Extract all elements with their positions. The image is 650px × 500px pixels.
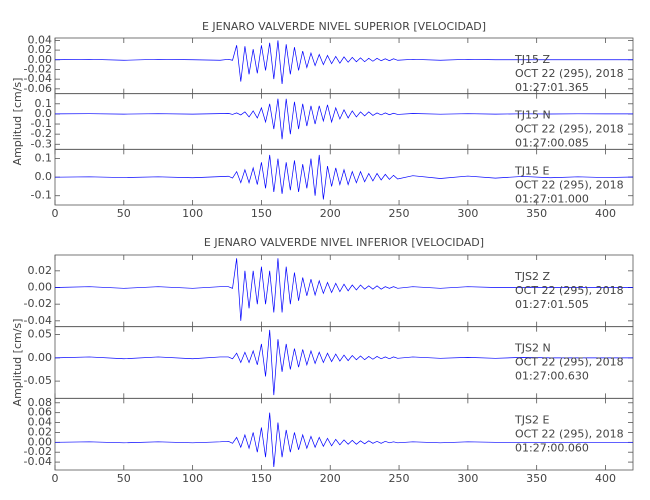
date-label: OCT 22 (295), 2018 — [515, 284, 624, 297]
y-tick-label: -0.04 — [24, 314, 52, 327]
y-tick-label: 0.02 — [28, 425, 53, 438]
date-label: OCT 22 (295), 2018 — [515, 178, 624, 191]
y-tick-label: 0.1 — [35, 152, 53, 165]
x-tick-label: 250 — [389, 472, 410, 485]
date-label: OCT 22 (295), 2018 — [515, 427, 624, 440]
y-tick-label: 0.04 — [28, 33, 53, 46]
station-label: TJS2 Z — [514, 270, 550, 283]
x-tick-label: 100 — [182, 472, 203, 485]
subplot-frame — [54, 397, 634, 471]
x-tick-label: 150 — [251, 207, 272, 220]
time-label: 01:27:01.000 — [515, 192, 589, 205]
x-tick-label: 400 — [595, 472, 616, 485]
time-label: 01:27:01.365 — [515, 81, 589, 94]
y-tick-label: 0.0 — [35, 170, 53, 183]
y-tick-label: 0.05 — [28, 328, 53, 341]
y-tick-label: -0.04 — [24, 72, 52, 85]
y-tick-label: -0.04 — [24, 455, 52, 468]
x-tick-label: 350 — [526, 207, 547, 220]
x-tick-label: 400 — [595, 207, 616, 220]
y-tick-label: 0.04 — [28, 416, 53, 429]
y-tick-label: -0.02 — [24, 62, 52, 75]
y-tick-label: 0.0 — [35, 107, 53, 120]
date-label: OCT 22 (295), 2018 — [515, 123, 624, 136]
station-label: TJ15 E — [514, 164, 549, 177]
station-label: TJ15 N — [514, 109, 551, 122]
x-tick-label: 200 — [320, 207, 341, 220]
waveform — [54, 154, 634, 200]
x-tick-label: 150 — [251, 472, 272, 485]
y-tick-label: 0.1 — [35, 97, 53, 110]
x-tick-label: 300 — [457, 207, 478, 220]
time-label: 01:27:00.060 — [515, 441, 589, 454]
y-tick-label: -0.1 — [31, 117, 52, 130]
y-tick-label: -0.05 — [24, 374, 52, 387]
y-tick-label: 0.00 — [28, 435, 53, 448]
x-tick-label: 0 — [52, 207, 59, 220]
waveform — [54, 412, 633, 468]
chart-title: E JENARO VALVERDE NIVEL INFERIOR [VELOCI… — [204, 236, 484, 249]
station-label: TJS2 E — [514, 413, 549, 426]
x-tick-label: 300 — [457, 472, 478, 485]
y-tick-label: -0.3 — [31, 137, 52, 150]
x-tick-label: 250 — [389, 207, 410, 220]
x-tick-label: 50 — [117, 207, 131, 220]
waveform — [54, 329, 633, 396]
y-tick-label: -0.06 — [24, 82, 52, 95]
y-tick-label: -0.02 — [24, 297, 52, 310]
y-tick-label: -0.2 — [31, 127, 52, 140]
date-label: OCT 22 (295), 2018 — [515, 356, 624, 369]
x-tick-label: 350 — [526, 472, 547, 485]
waveform — [54, 40, 633, 85]
y-tick-label: 0.06 — [28, 406, 53, 419]
time-label: 01:27:01.505 — [515, 298, 589, 311]
y-tick-label: -0.1 — [31, 189, 52, 202]
waveform — [54, 98, 633, 140]
x-tick-label: 100 — [182, 207, 203, 220]
time-label: 01:27:00.085 — [515, 137, 589, 150]
y-tick-label: -0.02 — [24, 445, 52, 458]
y-tick-label: 0.08 — [28, 396, 53, 409]
x-tick-label: 0 — [52, 472, 59, 485]
y-tick-label: 0.02 — [28, 43, 53, 56]
station-label: TJS2 N — [514, 342, 551, 355]
x-tick-label: 50 — [117, 472, 131, 485]
waveform — [54, 258, 633, 321]
y-tick-label: 0.00 — [28, 53, 53, 66]
y-axis-label: Amplitud [cm/s] — [11, 319, 24, 407]
date-label: OCT 22 (295), 2018 — [515, 67, 624, 80]
station-label: TJ15 Z — [514, 53, 550, 66]
x-tick-label: 200 — [320, 472, 341, 485]
y-axis-label: Amplitud [cm/s] — [11, 78, 24, 166]
y-tick-label: 0.02 — [28, 264, 53, 277]
y-tick-label: 0.00 — [28, 351, 53, 364]
chart-title: E JENARO VALVERDE NIVEL SUPERIOR [VELOCI… — [202, 20, 486, 33]
y-tick-label: 0.00 — [28, 281, 53, 294]
time-label: 01:27:00.630 — [515, 370, 589, 383]
